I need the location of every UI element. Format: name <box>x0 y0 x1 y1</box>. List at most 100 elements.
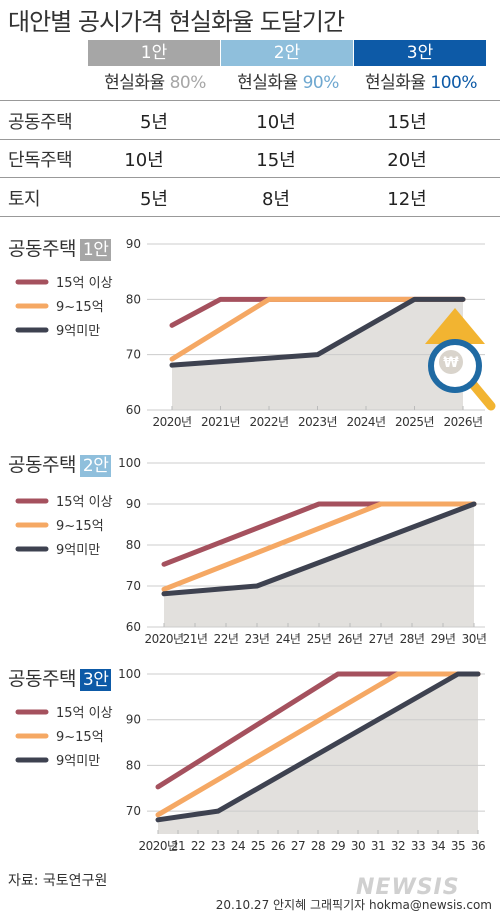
x-tick-label: 24년 <box>276 632 301 646</box>
series-line <box>155 671 481 823</box>
row-value: 15년 <box>256 150 296 171</box>
chart-1-heading: 공동주택 1안 <box>8 234 112 261</box>
chart-2: 60 70 80 90 100 2020년 21년 22년 23년 24년 25년 26년 27년 28년… <box>15 456 487 646</box>
table-row: 단독주택 10년 15년 20년 <box>0 140 500 176</box>
x-tick-label: 2023년 <box>298 415 337 429</box>
chart-badge: 2안 <box>79 455 112 477</box>
table-divider <box>0 216 500 217</box>
legend-label: 15억 이상 <box>56 495 113 510</box>
series-line <box>155 671 481 818</box>
x-tick-label: 29년 <box>431 632 456 646</box>
x-tick-label: 2022년 <box>249 415 288 429</box>
y-tick-label: 80 <box>126 292 141 306</box>
x-tick-label: 26 <box>271 839 285 853</box>
magnifier-won-icon: ₩ <box>425 308 496 411</box>
y-tick-label: 70 <box>126 804 141 818</box>
table-row: 공동주택 5년 10년 15년 <box>0 102 500 138</box>
plan-rate-value: 80% <box>169 73 207 93</box>
x-tick-label: 22년 <box>214 632 239 646</box>
y-tick-label: 90 <box>126 497 141 511</box>
x-tick-label: 2025년 <box>395 415 434 429</box>
x-tick-label: 23 <box>211 839 225 853</box>
row-value: 15년 <box>387 112 427 133</box>
series-line <box>169 296 466 362</box>
chart-2-heading: 공동주택 2안 <box>8 450 112 477</box>
plan-rate-label: 현실화율 <box>237 73 298 93</box>
x-tick-label: 32 <box>391 839 405 853</box>
plan-badge-1: 1안 <box>88 40 220 66</box>
table-row: 토지 5년 8년 12년 <box>0 179 500 215</box>
chart-title: 공동주택 <box>8 454 76 476</box>
x-tick-label: 23년 <box>245 632 270 646</box>
y-tick-label: 100 <box>118 667 141 681</box>
plan-badge-2: 2안 <box>221 40 353 66</box>
y-tick-label: 80 <box>126 538 141 552</box>
y-tick-label: 60 <box>126 403 141 417</box>
chart-title: 공동주택 <box>8 668 76 690</box>
x-tick-label: 35 <box>451 839 465 853</box>
arrow-up-icon <box>425 308 485 344</box>
x-tick-label: 2021년 <box>201 415 240 429</box>
x-tick-label: 31 <box>371 839 385 853</box>
x-tick-label: 25 <box>251 839 265 853</box>
x-tick-label: 2020년 <box>144 632 183 646</box>
x-tick-label: 30 <box>351 839 365 853</box>
x-tick-label: 28 <box>311 839 325 853</box>
x-tick-label: 21년 <box>183 632 208 646</box>
x-tick-label: 24 <box>231 839 245 853</box>
plan-badge-3: 3안 <box>354 40 486 66</box>
plan-rate-1: 현실화율 80% <box>80 68 230 93</box>
y-tick-label: 70 <box>126 348 141 362</box>
row-value: 12년 <box>387 189 427 210</box>
row-value: 10년 <box>256 112 296 133</box>
source-note: 자료: 국토연구원 <box>8 873 108 889</box>
row-label: 공동주택 <box>8 112 73 133</box>
legend-label: 9억미만 <box>56 543 100 558</box>
magnifier-handle <box>466 377 496 411</box>
x-tick-label: 36 <box>471 839 485 853</box>
x-tick-label: 33 <box>411 839 425 853</box>
plan-rate-2: 현실화율 90% <box>213 68 363 93</box>
won-symbol-icon: ₩ <box>443 355 459 371</box>
y-tick-label: 90 <box>126 237 141 251</box>
row-value: 20년 <box>387 150 427 171</box>
row-label: 단독주택 <box>8 150 73 171</box>
won-coin-icon <box>439 350 463 374</box>
legend-label: 9~15억 <box>56 519 104 534</box>
legend-label: 9억미만 <box>56 754 100 769</box>
x-tick-label: 28년 <box>400 632 425 646</box>
row-value: 5년 <box>139 112 168 133</box>
x-tick-label: 2020년 <box>152 415 191 429</box>
chart-badge: 3안 <box>79 669 112 691</box>
legend-label: 15억 이상 <box>56 706 113 721</box>
x-tick-label: 2020년 <box>138 839 177 853</box>
watermark: NEWSIS <box>356 875 460 900</box>
series-line <box>161 501 477 592</box>
x-tick-label: 25년 <box>307 632 332 646</box>
x-tick-label: 29 <box>331 839 345 853</box>
y-tick-label: 100 <box>118 456 141 470</box>
chart-badge: 1안 <box>79 239 112 261</box>
legend-label: 9~15억 <box>56 730 104 745</box>
credit-line: 20.10.27 안지혜 그래픽기자 hokma@newsis.com <box>215 898 492 912</box>
row-value: 5년 <box>139 189 168 210</box>
plan-rate-value: 100% <box>430 73 478 93</box>
row-value: 8년 <box>261 189 290 210</box>
x-tick-label: 27 <box>291 839 305 853</box>
table-divider <box>0 177 500 178</box>
plan-rate-value: 90% <box>302 73 340 93</box>
chart-1: 60 70 80 90 2020년 2021년 2022년 2023년 2024년 2025년 20… <box>15 237 496 429</box>
x-tick-label: 27년 <box>369 632 394 646</box>
row-label: 토지 <box>8 189 41 210</box>
y-tick-label: 80 <box>126 758 141 772</box>
y-tick-label: 70 <box>126 579 141 593</box>
x-tick-label: 26년 <box>338 632 363 646</box>
series-line <box>169 296 466 368</box>
x-tick-label: 30년 <box>462 632 487 646</box>
plan-rate-3: 현실화율 100% <box>346 68 496 93</box>
row-value: 10년 <box>124 150 164 171</box>
x-tick-label: 21 <box>171 839 185 853</box>
legend-label: 9억미만 <box>56 324 100 339</box>
